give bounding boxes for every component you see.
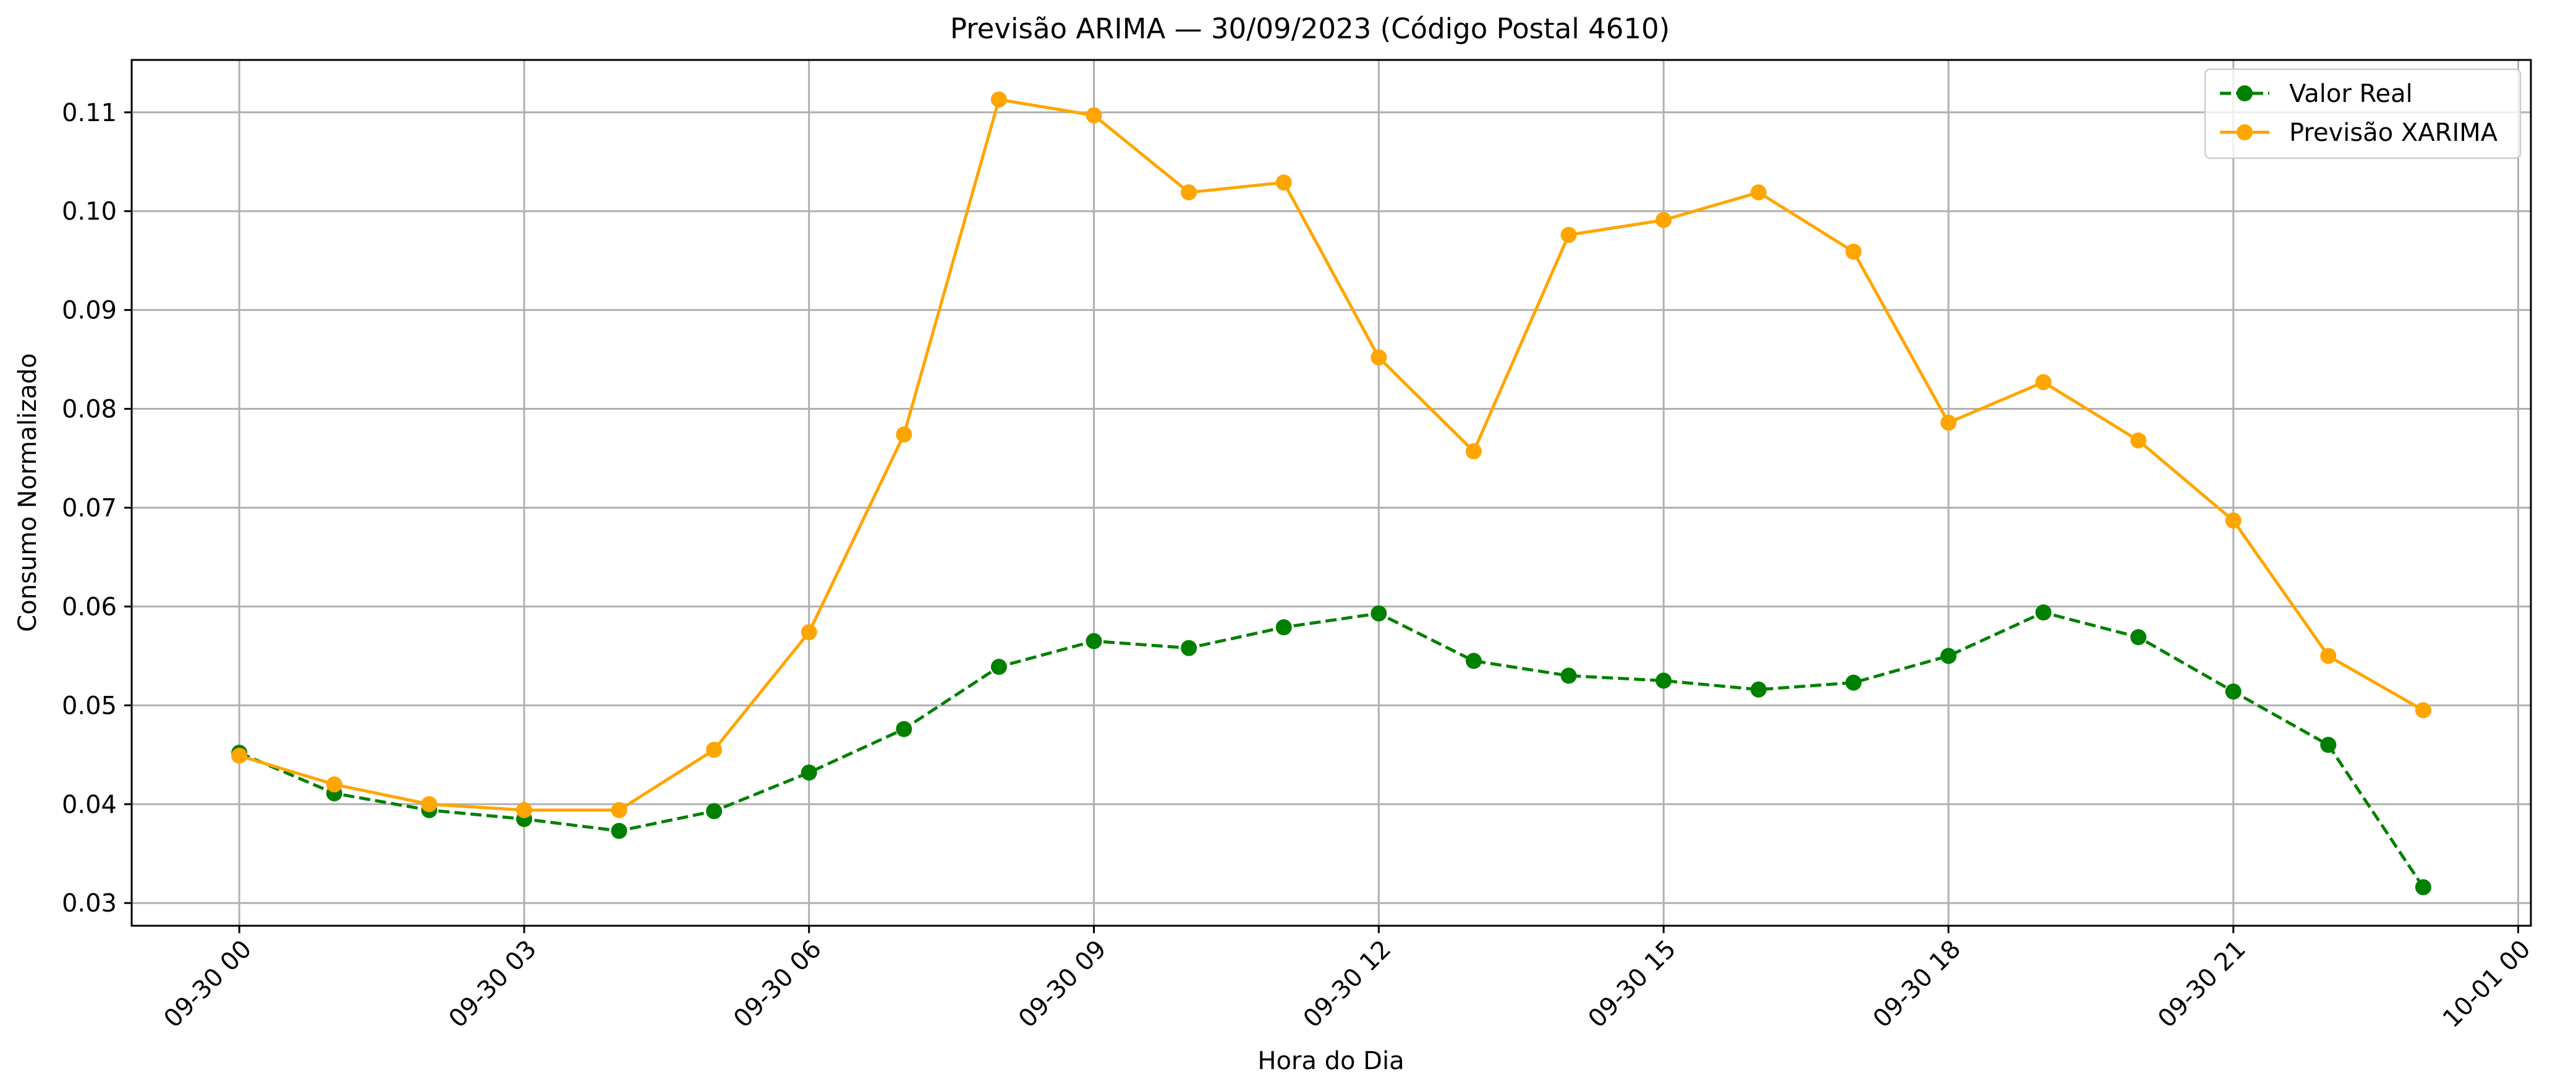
y-axis: 0.03 0.04 0.05 0.06 0.07 0.08 0.09 0.10 0.11 xyxy=(62,99,132,918)
legend-entry-real: Valor Real xyxy=(2220,80,2413,108)
y-axis-label: Consumo Normalizado xyxy=(14,353,42,632)
data-point xyxy=(2415,702,2431,719)
y-tick-label: 0.04 xyxy=(62,790,117,819)
data-point xyxy=(2415,879,2431,895)
legend-label-forecast: Previsão XARIMA xyxy=(2289,119,2498,147)
data-point xyxy=(2130,432,2147,449)
y-tick-label: 0.03 xyxy=(62,889,117,918)
data-point xyxy=(1560,227,1577,243)
y-tick-label: 0.11 xyxy=(62,99,117,127)
data-point xyxy=(706,803,723,819)
series-line-0 xyxy=(239,611,2425,888)
grid-lines xyxy=(132,60,2531,926)
data-point xyxy=(1940,414,1957,431)
data-point xyxy=(896,426,912,443)
data-point xyxy=(326,776,342,793)
data-point xyxy=(1560,667,1577,684)
plot-frame xyxy=(130,59,2532,927)
data-point xyxy=(896,721,912,737)
y-tick-label: 0.06 xyxy=(62,593,117,621)
data-point xyxy=(611,802,627,818)
data-point xyxy=(2130,629,2147,645)
data-point xyxy=(1275,174,1292,191)
legend-marker-forecast xyxy=(2237,124,2253,140)
data-point xyxy=(1086,107,1102,124)
data-point xyxy=(1181,184,1197,201)
data-point xyxy=(1181,640,1197,656)
y-tick-label: 0.05 xyxy=(62,692,117,720)
data-point xyxy=(2320,648,2337,664)
data-point xyxy=(2225,512,2242,529)
legend-box xyxy=(2204,68,2522,159)
y-tick-label: 0.10 xyxy=(62,198,117,226)
data-point xyxy=(1750,184,1767,201)
legend-marker-real xyxy=(2237,85,2253,101)
data-point xyxy=(1371,605,1387,622)
data-point xyxy=(421,796,438,813)
legend: Valor Real Previsão XARIMA xyxy=(2204,68,2522,159)
data-point xyxy=(706,742,723,758)
y-tick-label: 0.07 xyxy=(62,494,117,522)
data-point xyxy=(516,802,532,818)
data-point xyxy=(801,624,817,640)
data-point xyxy=(1845,243,1862,260)
data-point xyxy=(1940,648,1957,664)
series-line-1 xyxy=(239,98,2425,812)
data-point xyxy=(2320,737,2337,753)
data-point xyxy=(231,747,248,764)
data-point xyxy=(1750,681,1767,698)
chart-title: Previsão ARIMA — 30/09/2023 (Código Post… xyxy=(950,12,1670,45)
data-point xyxy=(1086,633,1102,650)
y-tick-label: 0.09 xyxy=(62,297,117,325)
series-1 xyxy=(231,91,2431,818)
series-layer xyxy=(231,91,2431,895)
data-point xyxy=(801,764,817,781)
data-point xyxy=(1656,212,1672,229)
data-point xyxy=(1465,443,1482,460)
data-point xyxy=(1845,674,1862,691)
data-point xyxy=(990,91,1007,108)
data-point xyxy=(2225,684,2242,700)
data-point xyxy=(2035,604,2052,620)
y-tick-label: 0.08 xyxy=(62,396,117,424)
data-point xyxy=(2035,374,2052,391)
data-point xyxy=(1465,653,1482,669)
legend-entry-forecast: Previsão XARIMA xyxy=(2220,119,2498,147)
x-axis-label: Hora do Dia xyxy=(1257,1047,1404,1075)
data-point xyxy=(611,823,627,839)
legend-label-real: Valor Real xyxy=(2289,80,2413,108)
data-point xyxy=(990,659,1007,675)
data-point xyxy=(1371,349,1387,366)
data-point xyxy=(1656,672,1672,689)
data-point xyxy=(1275,619,1292,635)
